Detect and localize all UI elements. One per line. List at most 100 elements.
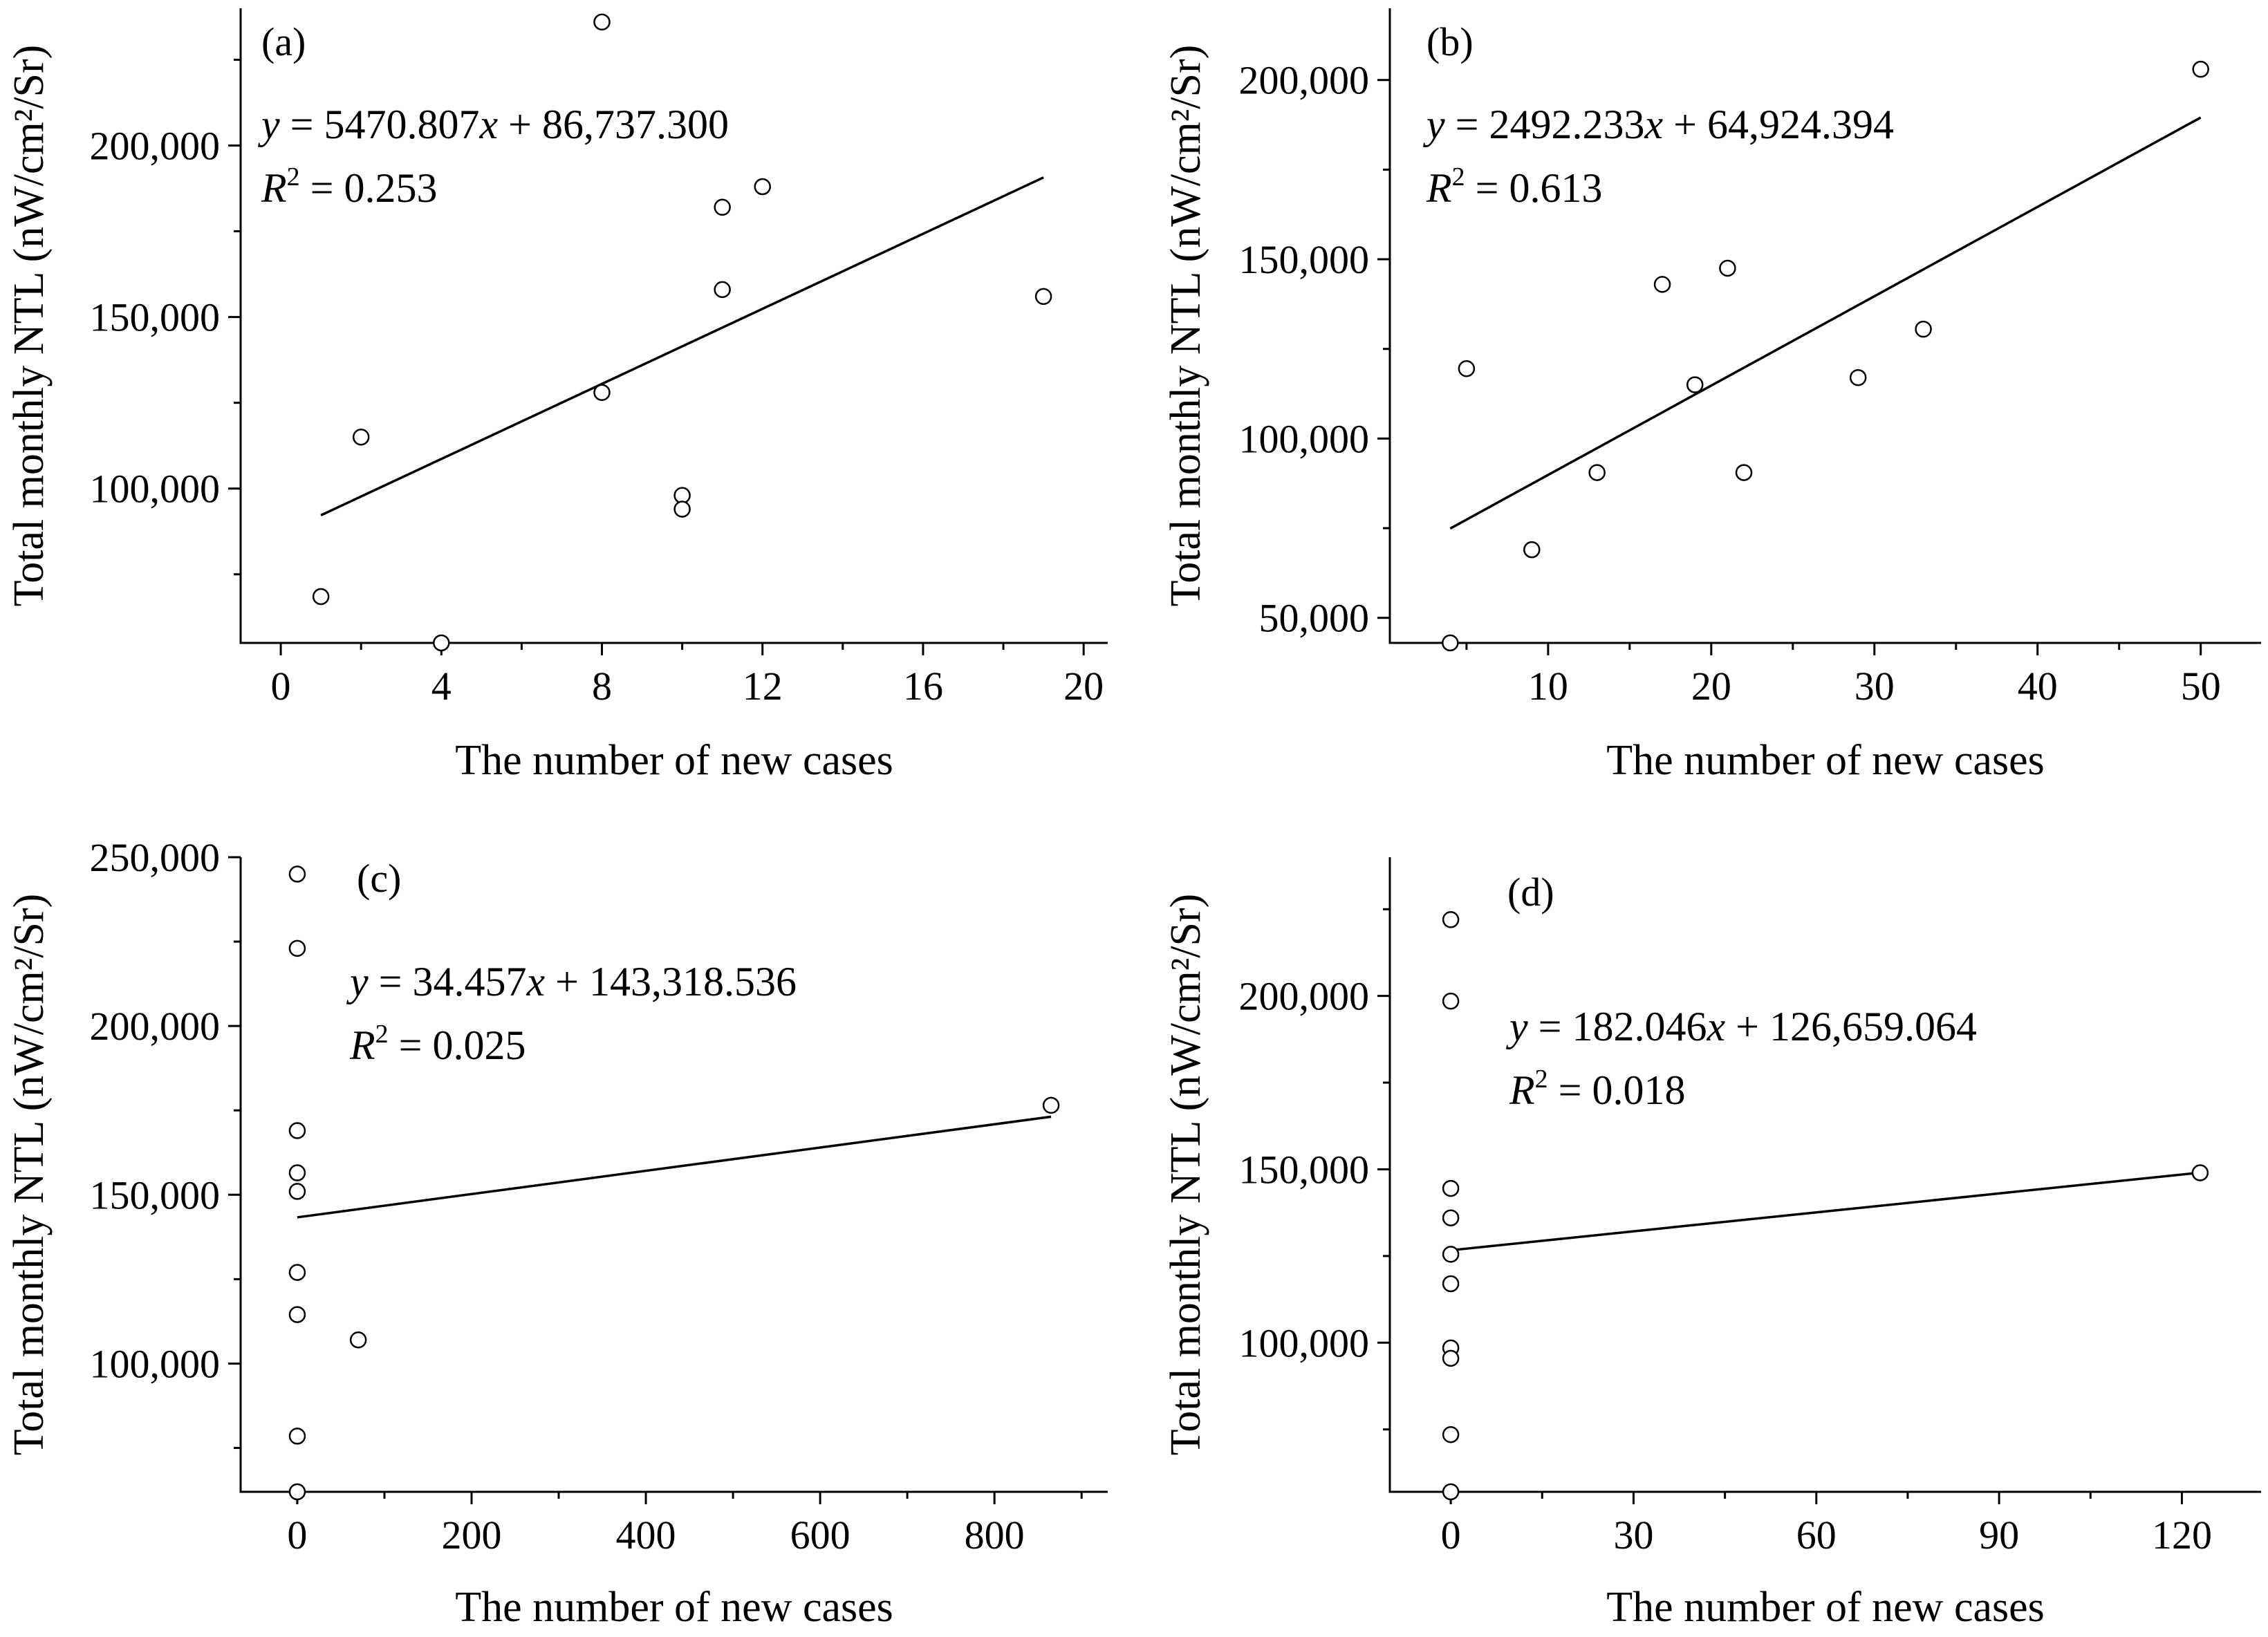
data-point xyxy=(1442,911,1460,928)
x-tick-label: 30 xyxy=(1855,664,1895,709)
axes-frame xyxy=(239,857,1108,1493)
x-axis-title: The number of new cases xyxy=(1606,737,2045,784)
x-tick-label: 800 xyxy=(965,1513,1025,1558)
data-point xyxy=(433,634,450,652)
data-point xyxy=(714,281,731,299)
y-tick-label: 150,000 xyxy=(90,295,221,340)
panel-label: (a) xyxy=(261,19,306,64)
panel-label: (b) xyxy=(1426,19,1474,64)
y-axis-title: Total monthly NTL (nW/cm²/Sr) xyxy=(1162,45,1209,607)
r-squared: R2 = 0.025 xyxy=(349,1020,526,1068)
panel-b: 10 20 30 40 50 50,000 100,000 150,000 200,000 The… xyxy=(1162,8,2261,784)
y-tick-label: 250,000 xyxy=(90,835,221,880)
data-point xyxy=(288,866,306,883)
data-point xyxy=(312,588,330,606)
r-squared: R2 = 0.018 xyxy=(1509,1065,1686,1113)
x-tick-label: 8 xyxy=(592,664,612,709)
r-squared: R2 = 0.613 xyxy=(1426,162,1603,211)
data-point xyxy=(2192,60,2209,78)
panel-label: (c) xyxy=(357,856,401,901)
regression-line xyxy=(320,176,1044,516)
panel-label: (d) xyxy=(1507,870,1554,915)
x-axis-title: The number of new cases xyxy=(455,1584,893,1631)
data-point xyxy=(288,1183,306,1200)
data-point xyxy=(1442,992,1460,1010)
data-point xyxy=(1735,464,1753,481)
x-tick-label: 20 xyxy=(1063,664,1104,709)
axes-frame xyxy=(1388,857,2261,1493)
data-point xyxy=(1442,1349,1460,1367)
data-point xyxy=(593,384,611,402)
x-tick-label: 0 xyxy=(1441,1513,1461,1558)
data-point xyxy=(1442,1179,1460,1197)
data-point xyxy=(349,1331,367,1349)
data-point xyxy=(288,1428,306,1445)
data-point xyxy=(1042,1096,1060,1114)
data-point xyxy=(1653,276,1671,293)
y-axis-title: Total monthly NTL (nW/cm²/Sr) xyxy=(1162,894,1209,1456)
x-tick-label: 16 xyxy=(903,664,943,709)
x-axis-title: The number of new cases xyxy=(455,737,893,784)
data-point xyxy=(1442,1275,1460,1293)
data-point xyxy=(288,1264,306,1281)
data-point xyxy=(1442,1209,1460,1226)
data-point xyxy=(2191,1164,2209,1181)
axes-frame xyxy=(239,8,1108,644)
x-tick-label: 20 xyxy=(1691,664,1731,709)
x-tick-label: 400 xyxy=(616,1513,676,1558)
x-tick-label: 600 xyxy=(790,1513,850,1558)
data-point xyxy=(1034,288,1052,306)
data-point xyxy=(1719,259,1736,277)
data-point xyxy=(1442,1246,1460,1263)
x-tick-label: 90 xyxy=(1979,1513,2019,1558)
regression-line xyxy=(297,1115,1052,1219)
y-tick-label: 200,000 xyxy=(1239,58,1370,103)
data-point xyxy=(1588,464,1606,481)
data-point xyxy=(288,1483,306,1501)
x-tick-label: 0 xyxy=(271,664,291,709)
x-tick-label: 60 xyxy=(1796,1513,1837,1558)
regression-equation: y = 182.046x + 126,659.064 xyxy=(1505,1004,1977,1049)
axes-frame xyxy=(1388,8,2261,644)
x-tick-label: 10 xyxy=(1528,664,1568,709)
panel-c: 0 200 400 600 800 100,000 150,000 200,000 250,00… xyxy=(6,835,1108,1631)
data-point xyxy=(1442,1425,1460,1443)
data-point xyxy=(1442,1483,1460,1501)
regression-line xyxy=(1450,1171,2201,1252)
regression-line xyxy=(1449,116,2202,530)
panel-a: 0 4 8 12 16 20 100,000 150,000 200,000 The number… xyxy=(6,8,1108,784)
data-point xyxy=(288,1164,306,1181)
data-point xyxy=(1915,320,1932,338)
x-tick-label: 30 xyxy=(1613,1513,1653,1558)
data-point xyxy=(1442,634,1459,652)
y-tick-label: 100,000 xyxy=(90,467,221,512)
y-tick-label: 50,000 xyxy=(1259,596,1370,641)
x-tick-label: 200 xyxy=(441,1513,501,1558)
data-point xyxy=(754,178,771,196)
y-tick-label: 150,000 xyxy=(1239,1147,1370,1192)
data-point xyxy=(673,501,691,518)
x-tick-label: 4 xyxy=(431,664,452,709)
x-tick-label: 50 xyxy=(2181,664,2221,709)
regression-equation: y = 5470.807x + 86,737.300 xyxy=(257,102,729,147)
regression-equation: y = 2492.233x + 64,924.394 xyxy=(1422,102,1894,147)
r-squared: R2 = 0.253 xyxy=(261,162,438,211)
y-tick-label: 100,000 xyxy=(90,1341,221,1386)
data-point xyxy=(288,1306,306,1323)
data-point xyxy=(352,429,370,446)
x-tick-label: 40 xyxy=(2018,664,2058,709)
data-point xyxy=(714,198,731,216)
data-point xyxy=(1849,368,1867,386)
y-tick-label: 200,000 xyxy=(90,123,221,168)
panel-d: 0 30 60 90 120 100,000 150,000 200,000 The numbe… xyxy=(1162,857,2261,1631)
y-axis-title: Total monthly NTL (nW/cm²/Sr) xyxy=(6,894,53,1456)
y-tick-label: 200,000 xyxy=(1239,974,1370,1019)
y-tick-label: 200,000 xyxy=(90,1004,221,1049)
x-tick-label: 12 xyxy=(743,664,783,709)
data-point xyxy=(1458,359,1476,377)
data-point xyxy=(1686,376,1704,393)
y-tick-label: 150,000 xyxy=(1239,237,1370,282)
x-tick-label: 0 xyxy=(287,1513,307,1558)
data-point xyxy=(593,13,611,31)
